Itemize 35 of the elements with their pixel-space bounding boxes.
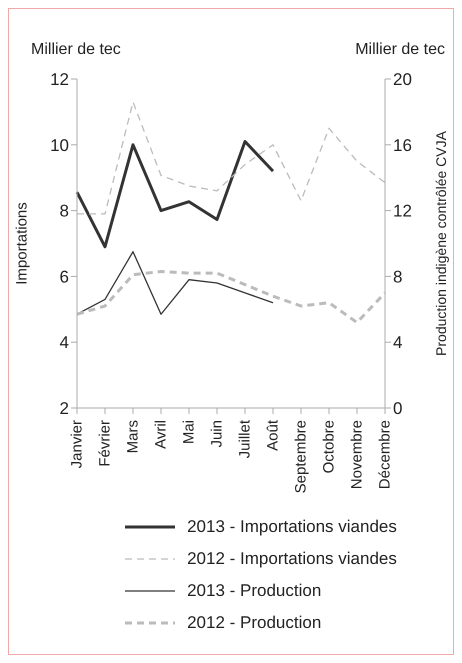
- x-tick-label: Décembre: [376, 420, 394, 490]
- legend-label: 2013 - Production: [187, 581, 322, 601]
- y2-tick-label: 16: [393, 136, 412, 155]
- x-tick-label: Avril: [152, 420, 170, 449]
- y2-tick-label: 12: [393, 202, 412, 221]
- y-tick-label: 12: [50, 70, 69, 90]
- y-tick-label: 2: [60, 399, 69, 418]
- y2-axis-title: Production indigène contrôlée CVJA: [432, 130, 449, 356]
- y-tick-label: 6: [60, 267, 69, 286]
- x-tick-label: Octobre: [320, 420, 338, 474]
- x-tick-label: Juin: [208, 420, 226, 448]
- x-tick-label: Février: [96, 420, 114, 467]
- x-tick-label: Novembre: [348, 420, 366, 490]
- text: Millier de tec: [31, 41, 121, 59]
- text: Millier de tec: [355, 41, 445, 59]
- legend-label: 2013 - Importations viandes: [187, 517, 397, 537]
- y2-tick-label: 4: [393, 333, 402, 352]
- x-tick-label: Août: [264, 419, 282, 451]
- line-series: [76, 140, 274, 248]
- y2-tick-label: 8: [393, 267, 402, 286]
- line-series: [76, 270, 386, 324]
- y-tick-label: 8: [60, 202, 69, 221]
- x-tick-label: Mai: [180, 420, 198, 444]
- legend-label: 2012 - Importations viandes: [187, 549, 397, 569]
- y2-tick-label: 0: [393, 399, 402, 418]
- line-series: [76, 101, 386, 215]
- y-axis-title: Importations: [13, 202, 30, 285]
- x-tick-label: Mars: [124, 420, 142, 454]
- x-tick-label: Janvier: [68, 420, 86, 468]
- y-tick-label: 4: [60, 333, 69, 352]
- y2-tick-label: 20: [393, 70, 412, 90]
- x-tick-label: Septembre: [292, 420, 310, 494]
- x-tick-label: Juillet: [236, 419, 254, 458]
- y-tick-label: 10: [50, 136, 69, 155]
- legend-label: 2012 - Production: [187, 613, 322, 633]
